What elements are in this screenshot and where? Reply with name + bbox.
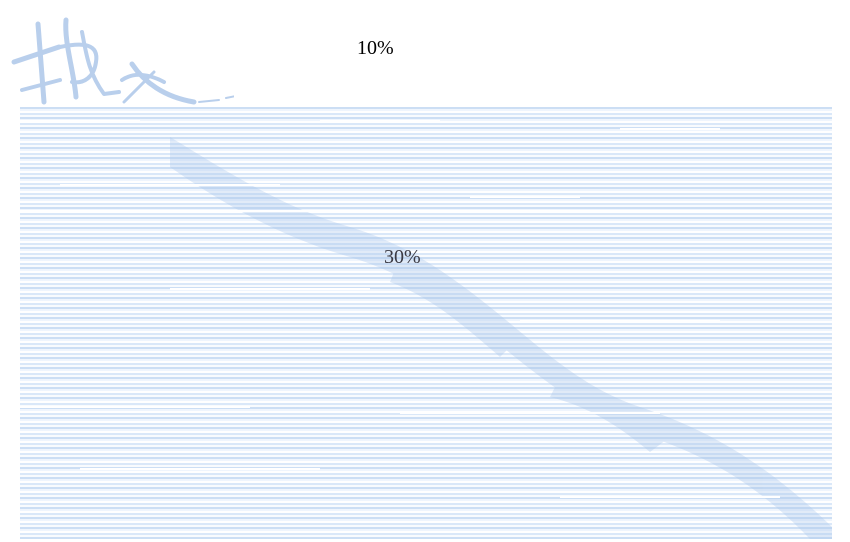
ghost-watermark-pattern [170,137,832,539]
top-percent-label: 10% [357,37,394,59]
striped-background [20,107,832,539]
middle-percent-label: 30% [384,246,421,268]
stripe-breaks [20,120,832,498]
calligraphy-watermark-icon [11,17,234,105]
